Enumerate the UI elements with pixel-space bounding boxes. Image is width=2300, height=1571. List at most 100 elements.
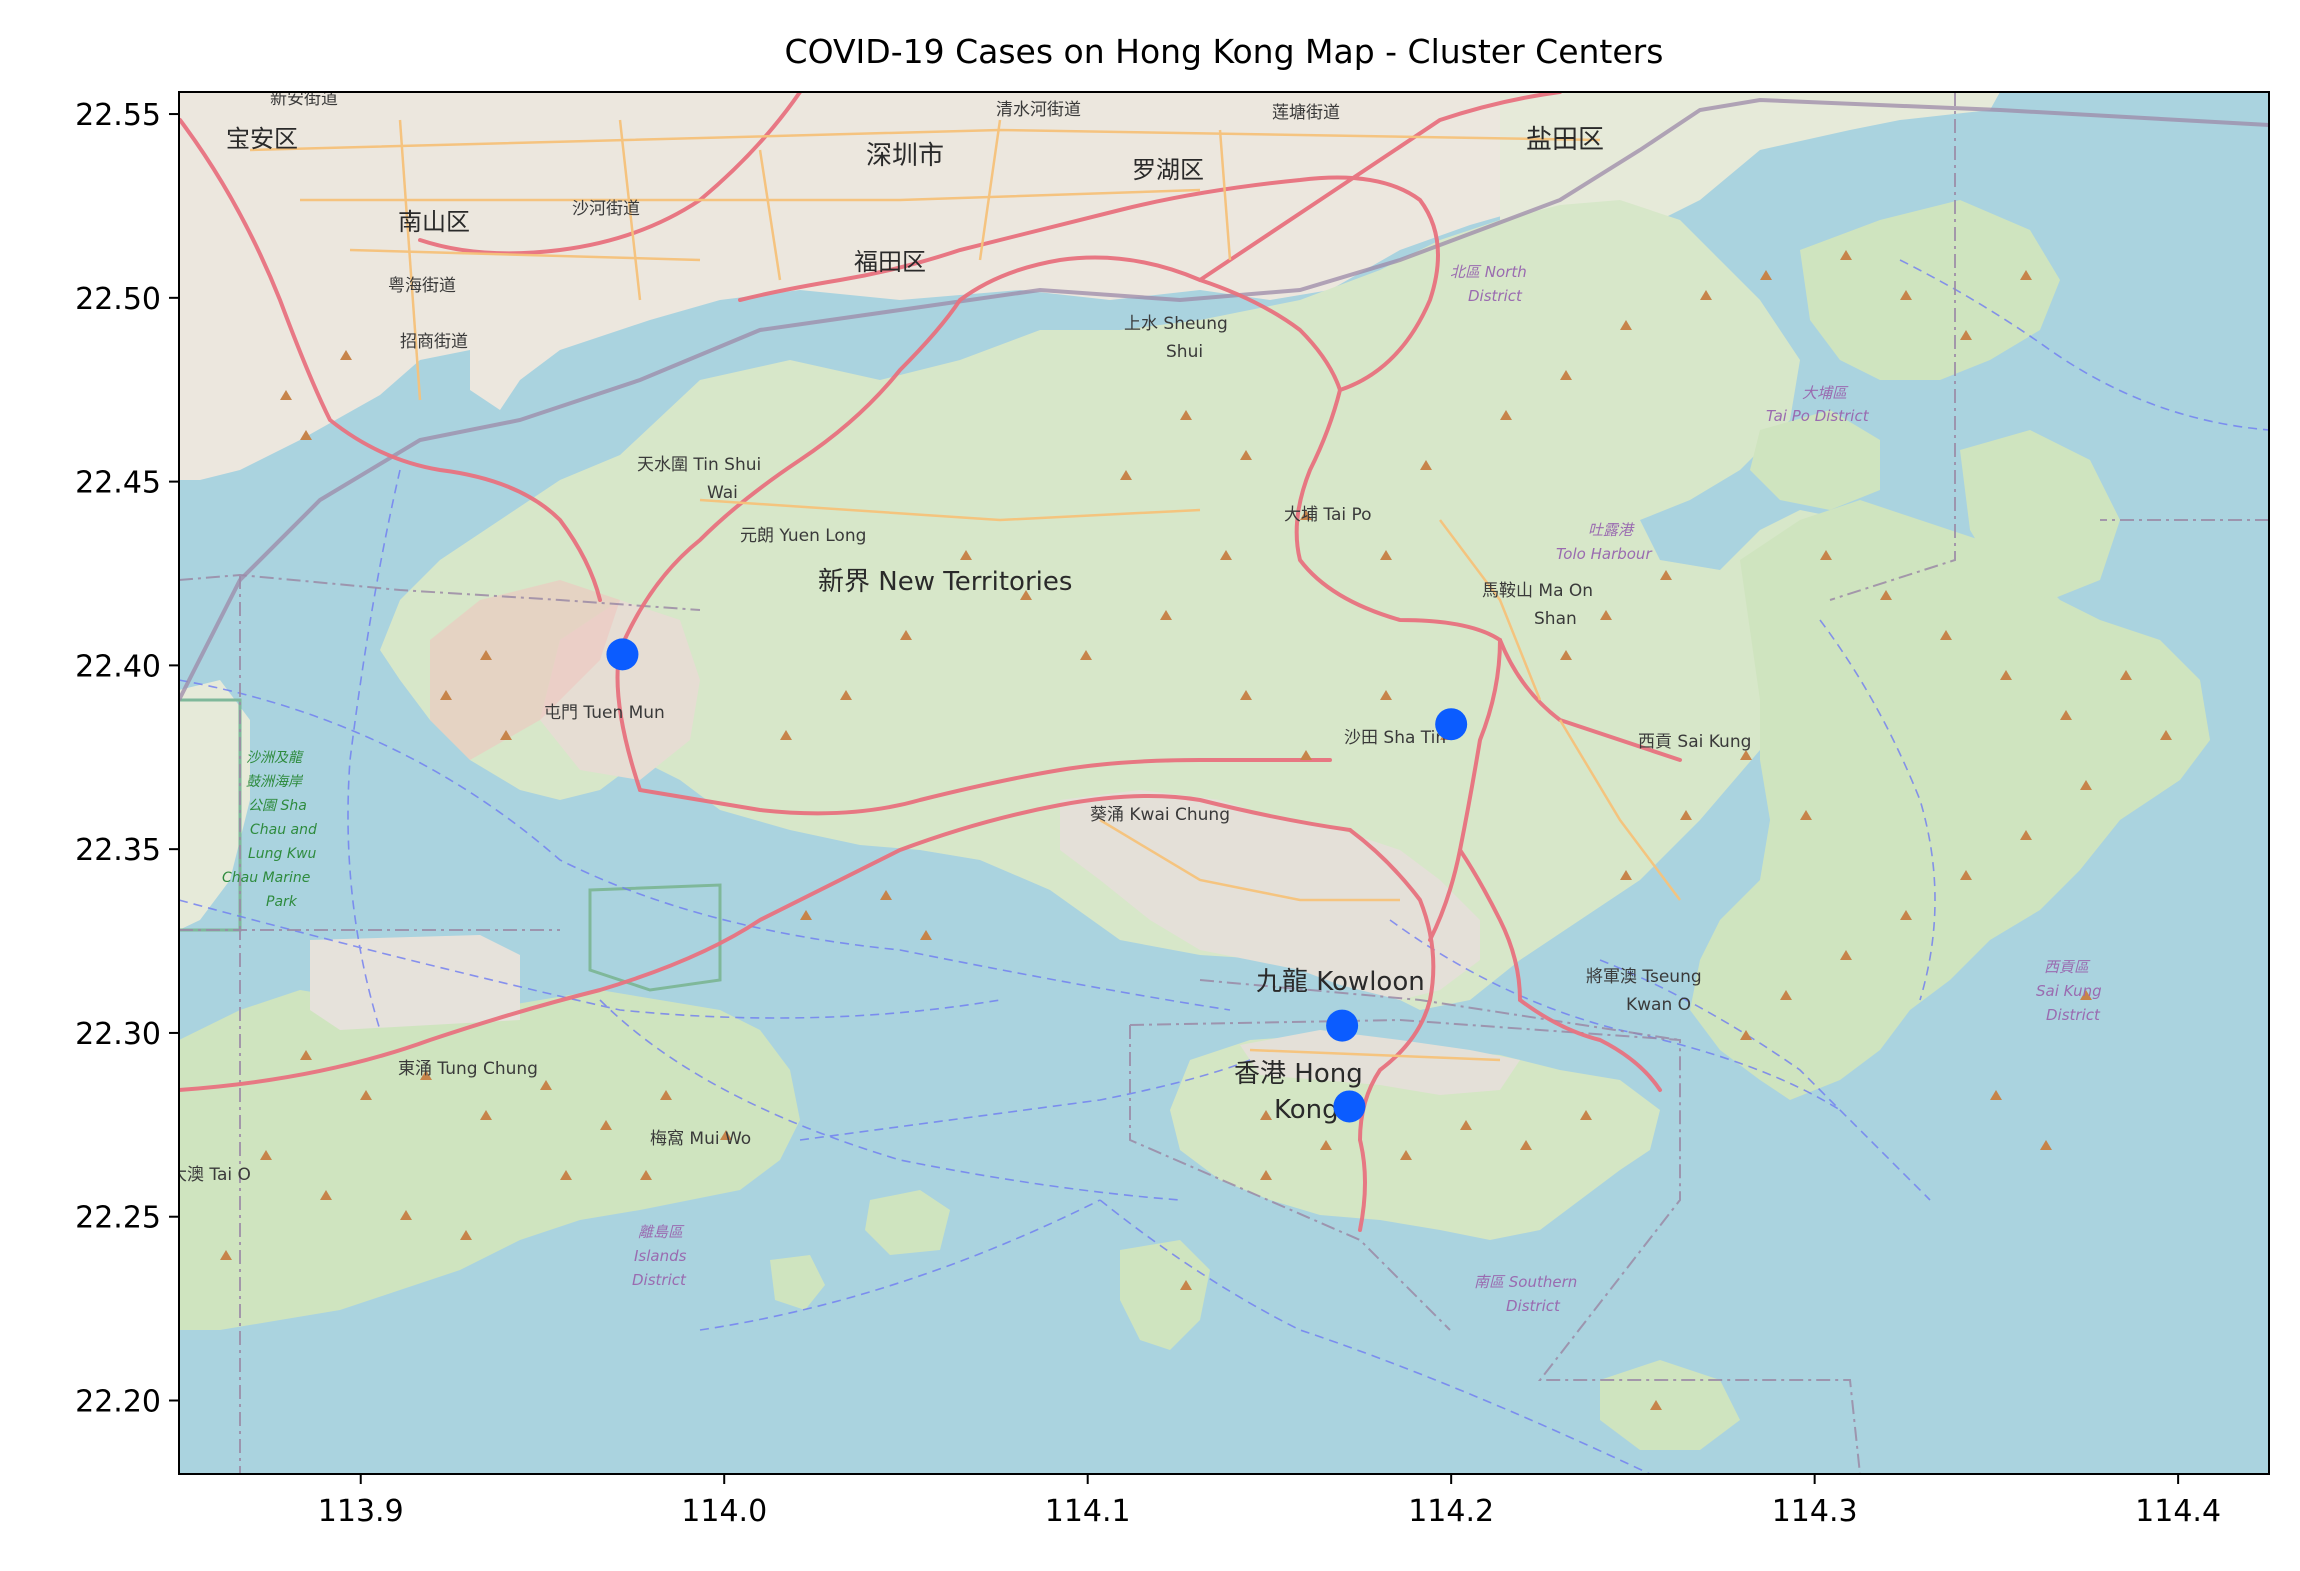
axes-frame bbox=[178, 91, 2270, 1475]
x-tick-label: 114.1 bbox=[1045, 1494, 1131, 1529]
land-sai-kung bbox=[1690, 500, 2210, 1100]
map-label-nanshan: 南山区 bbox=[398, 208, 470, 236]
basemap: 新安街道 宝安区 南山区 粤海街道 招商街道 沙河街道 深圳市 清水河街道 福田… bbox=[170, 89, 2269, 1474]
map-label-islands-district: District bbox=[632, 1271, 687, 1289]
cluster-center-point bbox=[1333, 1090, 1366, 1123]
x-tick-label: 114.4 bbox=[2135, 1494, 2221, 1529]
map-label-tseung-kwan-o: 將軍澳 Tseung bbox=[1586, 967, 1702, 987]
map-label-sai-kung-district-cn: 西貢區 bbox=[2044, 958, 2091, 976]
land-southwest-coast bbox=[179, 680, 250, 930]
y-tick-label: 22.35 bbox=[75, 833, 161, 868]
y-tick-label: 22.45 bbox=[75, 466, 161, 501]
major-roads bbox=[249, 119, 1681, 1062]
map-label-southern-district: District bbox=[1506, 1297, 1561, 1315]
land-north-east bbox=[1800, 200, 2060, 380]
map-label-marine-park-5: Lung Kwu bbox=[248, 846, 317, 862]
map-label-baoan: 宝安区 bbox=[226, 125, 298, 153]
land-lantau bbox=[179, 990, 800, 1330]
cluster-center-point bbox=[606, 638, 639, 671]
y-axis: 22.20 22.25 22.30 22.35 22.40 22.45 22.50 22.55 bbox=[75, 98, 179, 1419]
map-label-north-district-2: District bbox=[1468, 287, 1523, 305]
map-label-kwai-chung: 葵涌 Kwai Chung bbox=[1090, 805, 1230, 825]
map-label-shan: Shan bbox=[1534, 609, 1577, 629]
map-label-sai-kung-district: Sai Kung bbox=[2036, 982, 2102, 1000]
map-label-ma-on: 馬鞍山 Ma On bbox=[1482, 581, 1593, 601]
map-label-tung-chung: 東涌 Tung Chung bbox=[398, 1059, 538, 1079]
map-label-tuen-mun: 屯門 Tuen Mun bbox=[544, 703, 665, 723]
land-shenzhen bbox=[179, 92, 1680, 480]
land-cheung-chau bbox=[770, 1255, 825, 1310]
cluster-center-point bbox=[1435, 708, 1468, 741]
map-label-southern: 南區 Southern bbox=[1474, 1273, 1577, 1291]
map-label-shenzhen: 深圳市 bbox=[866, 141, 944, 171]
land-south-island bbox=[1600, 1360, 1740, 1450]
map-label-kowloon: 九龍 Kowloon bbox=[1256, 967, 1425, 997]
map-label-mui-wo: 梅窩 Mui Wo bbox=[650, 1129, 751, 1149]
map-label-tolo-cn: 吐露港 bbox=[1588, 521, 1635, 539]
y-tick-label: 22.30 bbox=[75, 1017, 161, 1052]
map-label-kwan-o: Kwan O bbox=[1626, 995, 1691, 1015]
map-label-qingshuihe: 清水河街道 bbox=[996, 100, 1081, 120]
map-label-xinan: 新安街道 bbox=[270, 89, 338, 109]
map-label-tai-po-district-cn: 大埔區 bbox=[1802, 384, 1849, 402]
map-label-yantian: 盐田区 bbox=[1526, 125, 1604, 155]
map-label-hong-kong: 香港 Hong bbox=[1234, 1059, 1363, 1089]
land-lamma bbox=[1120, 1240, 1210, 1350]
y-tick-label: 22.40 bbox=[75, 649, 161, 684]
x-tick-label: 114.2 bbox=[1408, 1494, 1494, 1529]
map-label-yuehai: 粤海街道 bbox=[388, 276, 456, 296]
map-label-zhaoshang: 招商街道 bbox=[400, 332, 468, 352]
map-label-marine-park-6: Chau Marine bbox=[222, 870, 310, 886]
land-airport bbox=[310, 935, 520, 1030]
map-label-north-district: 北區 North bbox=[1450, 263, 1527, 281]
map-label-futian: 福田区 bbox=[854, 248, 926, 276]
marine-park-boundary bbox=[588, 883, 722, 992]
peak-markers bbox=[220, 250, 2172, 1410]
land-sai-kung-islands bbox=[1960, 430, 2120, 600]
map-label-islands-cn: 離島區 bbox=[638, 1223, 685, 1241]
land-tuen-mun-red bbox=[430, 580, 620, 760]
map-label-sha-tin: 沙田 Sha Tin bbox=[1344, 728, 1446, 748]
map-label-tai-po: 大埔 Tai Po bbox=[1284, 505, 1372, 525]
x-tick-label: 114.0 bbox=[681, 1494, 767, 1529]
map-label-sai-kung-district-2: District bbox=[2046, 1006, 2101, 1024]
land-hk-island bbox=[1170, 1035, 1660, 1240]
cluster-center-point bbox=[1326, 1009, 1359, 1042]
cluster-markers bbox=[606, 638, 1468, 1123]
x-tick-label: 113.9 bbox=[318, 1494, 404, 1529]
map-labels: 新安街道 宝安区 南山区 粤海街道 招商街道 沙河街道 深圳市 清水河街道 福田… bbox=[170, 89, 2102, 1315]
highways bbox=[179, 92, 1682, 1232]
ferry-routes bbox=[179, 259, 2269, 1474]
map-label-shui: Shui bbox=[1166, 342, 1203, 362]
map-label-kong: Kong bbox=[1274, 1095, 1339, 1125]
land-hk-island-urban bbox=[1240, 1030, 1520, 1095]
map-label-wai: Wai bbox=[707, 483, 738, 503]
land-east-coast bbox=[1750, 410, 1880, 510]
map-label-luohu: 罗湖区 bbox=[1132, 156, 1204, 184]
map-label-yuen-long: 元朗 Yuen Long bbox=[740, 526, 866, 546]
admin-boundaries bbox=[179, 92, 2269, 1474]
map-label-new-territories: 新界 New Territories bbox=[818, 567, 1072, 597]
map-label-marine-park-4: Chau and bbox=[250, 822, 317, 838]
map-label-liantang: 莲塘街道 bbox=[1272, 103, 1340, 123]
map-label-marine-park-7: Park bbox=[266, 894, 298, 910]
map-label-shahe: 沙河街道 bbox=[572, 199, 640, 219]
y-tick-label: 22.50 bbox=[75, 282, 161, 317]
map-label-marine-park-3: 公園 Sha bbox=[248, 798, 307, 814]
map-label-sai-kung: 西貢 Sai Kung bbox=[1638, 732, 1751, 752]
y-tick-label: 22.25 bbox=[75, 1201, 161, 1236]
chart-title: COVID-19 Cases on Hong Kong Map - Cluste… bbox=[785, 32, 1664, 71]
map-label-tin-shui: 天水圍 Tin Shui bbox=[637, 455, 761, 475]
map-label-marine-park-2: 鼓洲海岸 bbox=[246, 774, 304, 790]
x-axis: 113.9 114.0 114.1 114.2 114.3 114.4 bbox=[318, 1474, 2221, 1529]
map-label-tolo: Tolo Harbour bbox=[1556, 545, 1652, 563]
map-label-sheung-shui: 上水 Sheung bbox=[1124, 314, 1228, 334]
map-label-tai-o: 大澳 Tai O bbox=[170, 1165, 251, 1185]
map-label-tai-po-district: Tai Po District bbox=[1766, 407, 1870, 425]
x-tick-label: 114.3 bbox=[1772, 1494, 1858, 1529]
land-peng-chau bbox=[865, 1190, 950, 1255]
map-label-marine-park-1: 沙洲及龍 bbox=[246, 750, 304, 766]
y-tick-label: 22.20 bbox=[75, 1384, 161, 1419]
border-shenzhen-hk bbox=[179, 97, 2269, 701]
